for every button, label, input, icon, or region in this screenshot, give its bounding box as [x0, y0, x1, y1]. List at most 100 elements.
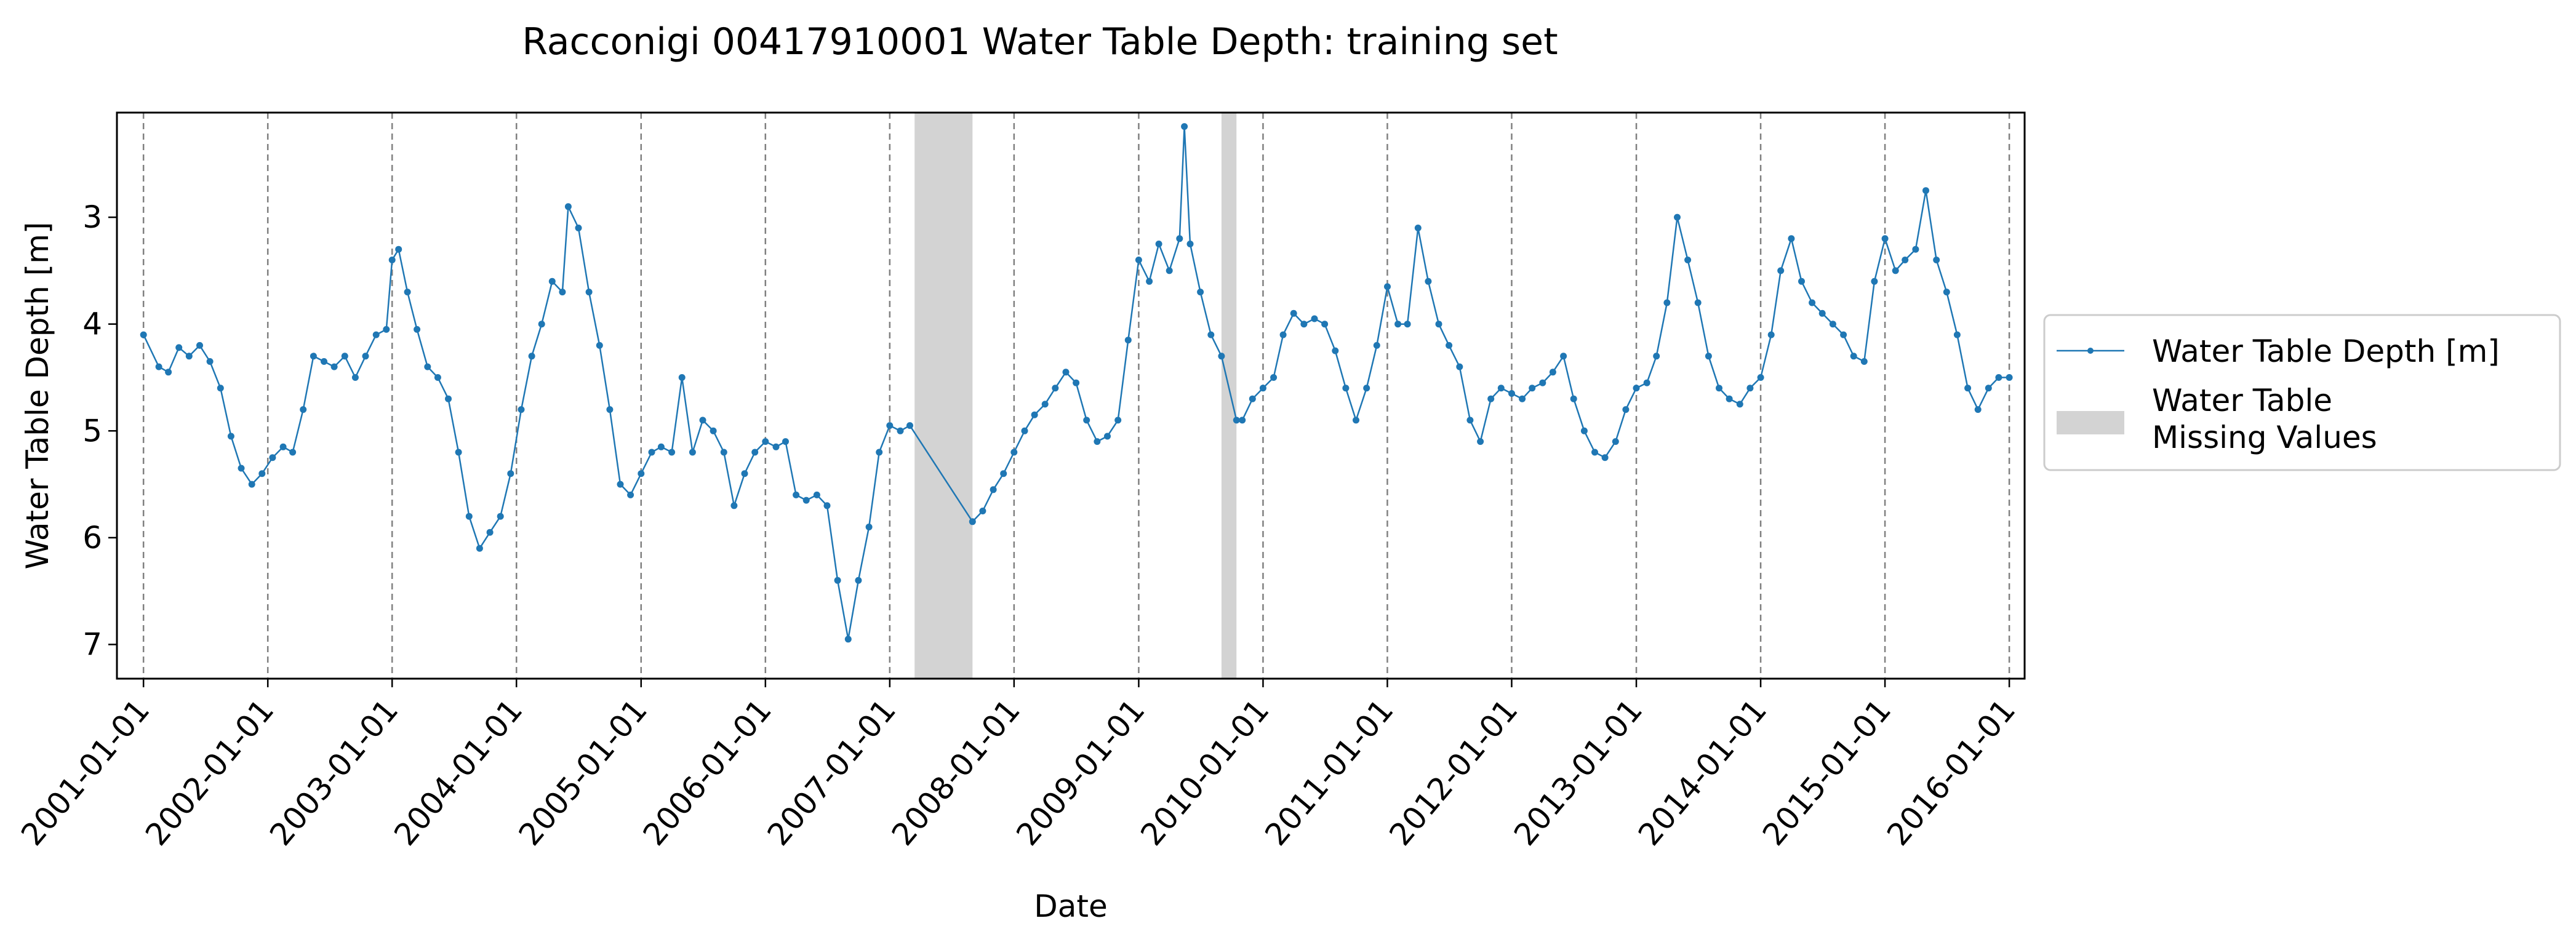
data-point — [1798, 277, 1805, 285]
data-point — [341, 353, 348, 360]
data-point — [1633, 385, 1640, 392]
x-tick-label-2010-01-01: 2010-01-01 — [1134, 692, 1276, 852]
data-point — [434, 374, 441, 381]
data-point — [699, 417, 706, 424]
data-point — [1643, 379, 1650, 386]
data-point — [1892, 267, 1899, 274]
data-point — [990, 486, 997, 493]
data-point — [802, 497, 810, 504]
data-point — [1964, 385, 1972, 392]
data-point — [1487, 395, 1495, 402]
data-point — [1549, 369, 1556, 376]
data-point — [238, 465, 245, 472]
legend-marker-swatch — [2087, 348, 2094, 354]
data-point — [1021, 427, 1028, 434]
data-point — [289, 449, 297, 456]
data-point — [1259, 385, 1266, 392]
data-point — [1508, 390, 1515, 397]
data-point — [559, 289, 566, 296]
missing-band-1 — [1221, 113, 1237, 679]
data-point — [876, 449, 883, 456]
data-point — [395, 245, 402, 253]
data-point — [1818, 309, 1826, 317]
x-tick-label-2001-01-01: 2001-01-01 — [14, 692, 156, 852]
data-point — [206, 358, 214, 365]
data-point — [1290, 309, 1297, 317]
data-point — [155, 363, 162, 370]
data-point — [330, 363, 338, 370]
data-point — [1146, 277, 1153, 285]
data-point — [1414, 225, 1422, 231]
data-point — [689, 449, 696, 456]
x-axis-label: Date — [1034, 888, 1108, 924]
data-point — [1124, 337, 1132, 344]
data-point — [300, 406, 307, 413]
data-point — [497, 513, 504, 520]
data-point — [1974, 406, 1982, 413]
data-point — [1716, 385, 1722, 392]
data-point — [404, 289, 411, 296]
data-point — [321, 358, 327, 365]
data-point — [1000, 470, 1007, 477]
data-point — [1363, 385, 1370, 392]
legend-missing-line-1: Missing Values — [2152, 420, 2377, 455]
data-point — [575, 225, 582, 231]
data-point — [227, 433, 234, 440]
y-tick-label-3: 3 — [82, 199, 102, 235]
data-point — [585, 289, 593, 296]
data-point — [1073, 379, 1080, 386]
data-point — [1052, 385, 1059, 392]
data-point — [1860, 358, 1868, 365]
data-point — [1041, 401, 1049, 408]
data-point — [813, 491, 820, 498]
data-point — [834, 577, 841, 584]
data-point — [1663, 299, 1671, 306]
legend-missing-swatch — [2057, 411, 2124, 434]
x-tick-label-2016-01-01: 2016-01-01 — [1880, 692, 2022, 852]
x-tick-label-2015-01-01: 2015-01-01 — [1756, 692, 1898, 852]
data-point — [362, 353, 369, 360]
y-axis: 3 4 5 6 7 — [82, 199, 117, 662]
data-point — [1881, 235, 1889, 242]
data-point — [1829, 321, 1836, 328]
chart-title: Racconigi 00417910001 Water Table Depth:… — [522, 20, 1558, 63]
x-tick-label-2006-01-01: 2006-01-01 — [636, 692, 778, 852]
data-point — [445, 395, 452, 402]
data-point — [606, 406, 614, 413]
data-point — [165, 369, 172, 376]
data-point — [1300, 321, 1308, 328]
data-point — [548, 277, 556, 285]
y-tick-label-5: 5 — [82, 413, 102, 449]
data-point — [1943, 289, 1950, 296]
data-point — [372, 331, 380, 338]
y-tick-label-6: 6 — [82, 520, 102, 556]
data-point — [720, 449, 727, 456]
data-point — [1373, 341, 1380, 349]
x-tick-label-2013-01-01: 2013-01-01 — [1507, 692, 1649, 852]
data-point — [1031, 411, 1038, 418]
data-point — [1279, 331, 1287, 338]
data-point — [1591, 449, 1598, 456]
legend-missing-line-0: Water Table — [2152, 383, 2332, 418]
data-point — [1239, 417, 1246, 424]
data-point — [1233, 417, 1240, 424]
data-point — [1207, 331, 1215, 338]
data-point — [1694, 299, 1702, 306]
data-point — [196, 341, 203, 349]
data-point — [1560, 353, 1567, 360]
data-point — [1321, 321, 1329, 328]
data-point — [823, 502, 831, 509]
data-point — [528, 353, 535, 360]
data-point — [906, 422, 913, 429]
data-point — [1767, 331, 1775, 338]
data-point — [979, 508, 986, 514]
data-point — [269, 454, 276, 461]
data-point — [1181, 123, 1188, 130]
data-point — [1601, 454, 1609, 461]
data-point — [1612, 438, 1619, 445]
data-point — [1985, 385, 1992, 392]
data-point — [1809, 299, 1816, 306]
data-point — [1166, 267, 1173, 274]
data-point — [351, 374, 359, 381]
